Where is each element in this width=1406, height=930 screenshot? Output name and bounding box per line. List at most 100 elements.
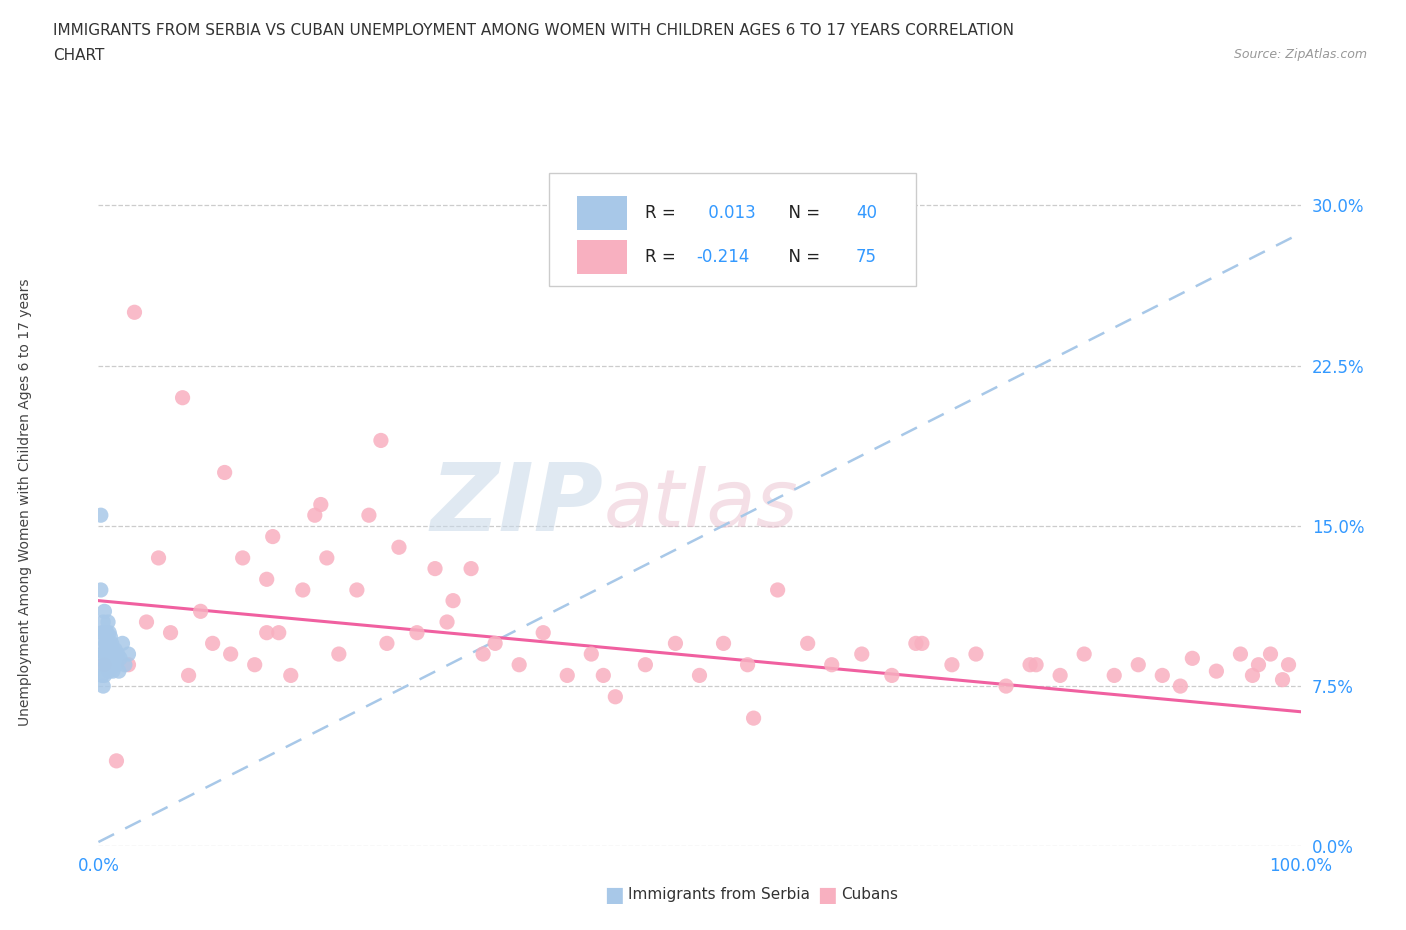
Point (664, 636, 686, 651)
Text: N =: N = (778, 204, 825, 221)
Point (346, 582, 368, 597)
Point (904, 636, 927, 651)
Text: -0.214: -0.214 (696, 248, 749, 266)
Point (148, 551, 170, 565)
Point (1170, 679, 1192, 694)
Point (1152, 668, 1174, 683)
Point (555, 668, 578, 683)
Point (375, 636, 398, 651)
Point (1073, 646, 1095, 661)
Point (98, 664, 121, 679)
Point (436, 615, 458, 630)
Point (423, 561, 446, 576)
Point (90, 508, 112, 523)
Point (103, 651, 125, 666)
Point (91, 625, 114, 640)
FancyBboxPatch shape (550, 173, 915, 286)
Point (370, 433, 392, 448)
Point (124, 305, 146, 320)
Point (190, 604, 212, 618)
Point (104, 643, 127, 658)
Point (93, 658, 115, 672)
Point (91, 615, 114, 630)
Point (114, 658, 136, 672)
Point (634, 658, 657, 672)
Point (98, 625, 121, 640)
Point (357, 508, 380, 523)
Point (965, 646, 987, 661)
Point (262, 529, 284, 544)
Text: ■: ■ (817, 884, 837, 905)
Text: Source: ZipAtlas.com: Source: ZipAtlas.com (1233, 48, 1367, 61)
Point (737, 658, 759, 672)
Point (605, 689, 627, 704)
Point (172, 391, 194, 405)
Text: CHART: CHART (53, 48, 105, 63)
Text: Unemployment Among Women with Children Ages 6 to 17 years: Unemployment Among Women with Children A… (18, 278, 32, 726)
Point (101, 664, 124, 679)
Point (267, 625, 290, 640)
Point (328, 646, 350, 661)
Point (91, 658, 114, 672)
Point (96, 636, 118, 651)
Point (1128, 658, 1150, 672)
Point (90, 582, 112, 597)
Point (159, 625, 181, 640)
Point (94, 636, 117, 651)
Point (97, 658, 120, 672)
Point (484, 636, 506, 651)
Point (1277, 658, 1299, 672)
Point (911, 636, 934, 651)
Text: ZIP: ZIP (430, 458, 603, 551)
Point (1229, 646, 1251, 661)
Point (100, 651, 122, 666)
Bar (576, 195, 627, 230)
Point (581, 646, 603, 661)
Point (1260, 646, 1282, 661)
Text: 40: 40 (856, 204, 877, 221)
Point (1271, 672, 1294, 687)
Point (93, 668, 115, 683)
Point (460, 561, 482, 576)
Point (243, 658, 266, 672)
Point (256, 625, 278, 640)
Point (1102, 668, 1125, 683)
Point (1181, 651, 1204, 666)
Point (93, 646, 115, 661)
Point (100, 636, 122, 651)
Point (256, 572, 278, 587)
Point (105, 753, 128, 768)
Point (941, 658, 963, 672)
Point (177, 668, 200, 683)
Point (472, 646, 495, 661)
Point (91, 668, 114, 683)
Point (304, 508, 326, 523)
Point (880, 668, 903, 683)
Text: 0.013: 0.013 (703, 204, 756, 221)
Point (117, 646, 139, 661)
Text: N =: N = (778, 248, 825, 266)
Point (91, 636, 114, 651)
Text: atlas: atlas (603, 466, 799, 543)
Point (508, 658, 530, 672)
Point (309, 498, 332, 512)
Point (1025, 658, 1047, 672)
Text: R =: R = (645, 248, 682, 266)
Point (214, 465, 236, 480)
Point (100, 658, 122, 672)
Point (108, 651, 131, 666)
Point (91, 646, 114, 661)
Point (107, 646, 129, 661)
Point (713, 636, 735, 651)
Point (1247, 658, 1270, 672)
Point (280, 668, 302, 683)
Point (100, 630, 122, 644)
Point (1205, 664, 1227, 679)
Point (105, 658, 128, 672)
Text: IMMIGRANTS FROM SERBIA VS CUBAN UNEMPLOYMENT AMONG WOMEN WITH CHILDREN AGES 6 TO: IMMIGRANTS FROM SERBIA VS CUBAN UNEMPLOY… (53, 23, 1014, 38)
Point (97, 615, 120, 630)
Text: ■: ■ (605, 884, 624, 905)
Point (531, 625, 554, 640)
Text: 75: 75 (856, 248, 877, 266)
Point (135, 615, 157, 630)
